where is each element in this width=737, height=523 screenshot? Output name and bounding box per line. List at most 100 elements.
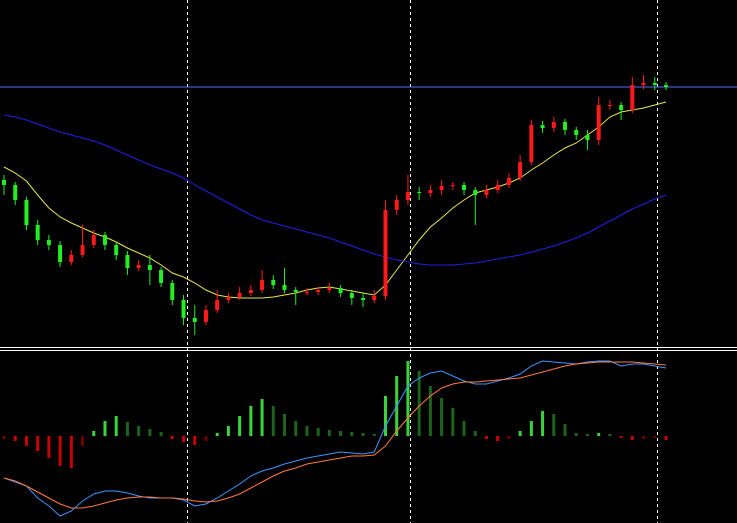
candle-body — [574, 130, 579, 135]
histogram-bar — [529, 421, 533, 436]
histogram-bar — [585, 434, 589, 436]
candle-body — [248, 290, 253, 293]
candle-body — [506, 178, 511, 185]
histogram-bar — [350, 432, 354, 436]
candle-body — [69, 255, 74, 262]
candle-body — [518, 162, 523, 178]
candle-body — [664, 85, 668, 87]
histogram-bar — [81, 436, 85, 446]
histogram-bar — [215, 433, 219, 436]
histogram-bar — [417, 371, 421, 436]
histogram-bar — [58, 436, 62, 466]
histogram-bar — [137, 426, 141, 436]
candle-body — [585, 135, 590, 140]
histogram-bar — [339, 431, 343, 436]
candle-body — [293, 290, 298, 292]
candle-body — [439, 186, 444, 190]
candle-body — [338, 288, 343, 293]
candle-body — [304, 292, 309, 293]
candle-body — [641, 83, 646, 85]
histogram-bar — [428, 386, 432, 436]
indicator-line — [3, 361, 667, 509]
histogram-bar — [92, 431, 96, 436]
histogram-bar — [193, 436, 197, 445]
histogram-bar — [125, 422, 129, 436]
candle-body — [551, 122, 556, 128]
histogram-bar — [440, 398, 444, 436]
histogram-bar — [608, 434, 612, 436]
histogram-bar — [103, 421, 107, 436]
histogram-bar — [406, 361, 410, 436]
histogram-bar — [541, 411, 545, 436]
histogram-bar — [383, 396, 387, 436]
candle-body — [316, 290, 321, 292]
candle-body — [349, 293, 354, 298]
histogram-bar — [36, 436, 40, 451]
histogram-bar — [204, 436, 208, 441]
candle-body — [495, 185, 500, 190]
histogram-bar — [664, 436, 668, 440]
candle-body — [327, 288, 332, 290]
histogram-bar — [563, 424, 567, 436]
candle-body — [607, 105, 612, 106]
histogram-bar — [507, 436, 511, 439]
indicator-line — [3, 114, 667, 266]
indicator-line — [3, 101, 667, 299]
indicator-line — [3, 360, 667, 517]
histogram-bar — [653, 436, 657, 438]
histogram-bar — [496, 436, 500, 441]
histogram-bar — [597, 433, 601, 436]
histogram-bar — [47, 436, 51, 458]
candle-body — [619, 105, 624, 110]
histogram-bar — [316, 428, 320, 436]
candle-body — [596, 105, 601, 140]
candle-body — [428, 190, 433, 193]
candle-body — [35, 225, 40, 240]
histogram-bar — [271, 406, 275, 436]
candle-body — [226, 297, 231, 300]
candle-body — [450, 185, 455, 186]
candle-body — [80, 245, 85, 255]
histogram-bar — [518, 431, 522, 436]
candle-body — [192, 318, 197, 322]
histogram-bar — [574, 433, 578, 436]
candle-body — [114, 245, 119, 255]
candle-body — [462, 185, 467, 190]
candle-body — [271, 280, 276, 285]
histogram-bar — [69, 436, 73, 468]
candle-body — [170, 283, 175, 300]
candle-body — [394, 200, 399, 210]
histogram-bar — [249, 406, 253, 436]
histogram-bar — [327, 430, 331, 436]
candle-body — [136, 265, 141, 268]
histogram-bar — [170, 436, 174, 439]
candle-body — [417, 192, 422, 193]
candle-body — [91, 235, 96, 245]
candle-body — [282, 285, 287, 290]
candle-body — [405, 192, 410, 200]
candle-body — [484, 190, 489, 195]
histogram-bar — [294, 421, 298, 436]
histogram-bar — [642, 436, 646, 439]
histogram-bar — [361, 433, 365, 436]
histogram-bar — [148, 429, 152, 436]
candle-body — [159, 270, 164, 283]
histogram-bar — [473, 431, 477, 436]
histogram-bar — [462, 421, 466, 436]
candle-body — [540, 125, 545, 128]
histogram-bar — [159, 432, 163, 436]
histogram-bar — [260, 399, 264, 436]
histogram-bar — [372, 434, 376, 436]
candle-body — [46, 240, 51, 245]
candle-body — [237, 293, 242, 297]
histogram-bar — [630, 436, 634, 440]
candle-body — [361, 298, 366, 300]
candle-body — [147, 265, 152, 270]
candle-body — [372, 296, 377, 300]
histogram-bar — [305, 426, 309, 436]
histogram-bar — [283, 414, 287, 436]
candle-body — [24, 200, 29, 225]
histogram-bar — [552, 414, 556, 436]
